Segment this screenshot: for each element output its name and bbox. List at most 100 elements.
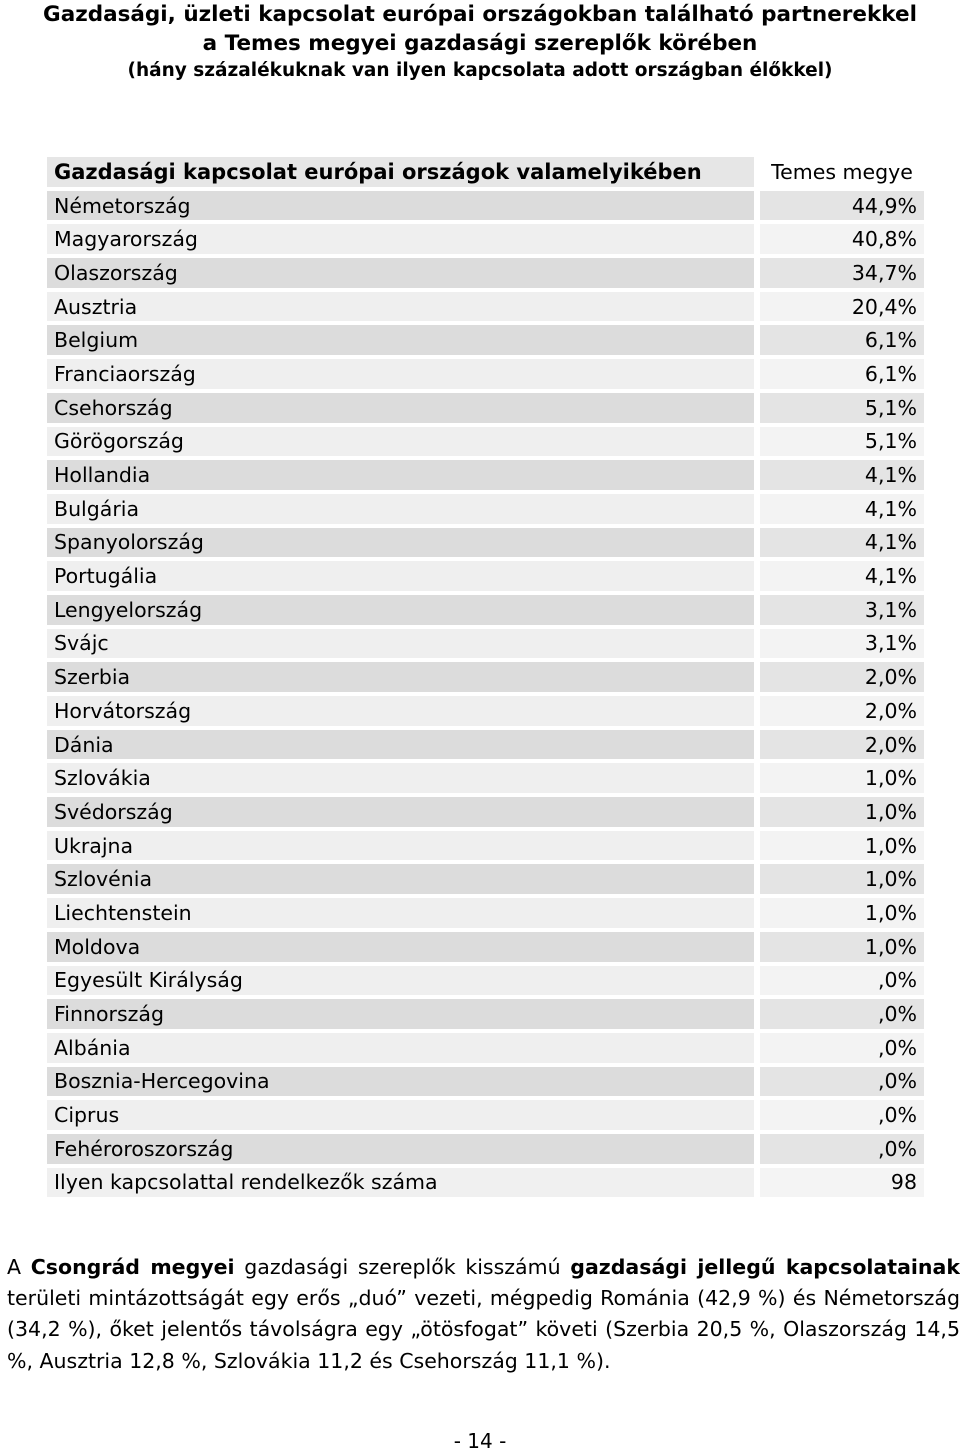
country-percentage: 6,1% — [754, 325, 924, 356]
country-name: Szlovákia — [47, 763, 754, 794]
country-name: Dánia — [47, 729, 754, 760]
table-row: Hollandia 4,1% — [47, 460, 924, 490]
paragraph-text-2: gazdasági szereplők kisszámú — [234, 1255, 571, 1279]
country-percentage: 4,1% — [754, 561, 924, 591]
table-row: Ciprus ,0% — [47, 1100, 924, 1130]
country-percentage: 3,1% — [754, 594, 924, 625]
country-name: Lengyelország — [47, 594, 754, 625]
country-percentage: 2,0% — [754, 662, 924, 692]
table-row: Olaszország 34,7% — [47, 258, 924, 288]
country-percentage: 1,0% — [754, 864, 924, 895]
country-percentage: 40,8% — [754, 224, 924, 255]
country-name: Görögország — [47, 426, 754, 457]
page-subtitle: (hány százalékuknak van ilyen kapcsolata… — [127, 60, 833, 81]
table-row: Horvátország 2,0% — [47, 696, 924, 726]
table-row: Portugália 4,1% — [47, 561, 924, 591]
paragraph-bold-1: Csongrád megyei — [30, 1255, 235, 1279]
table-row: Szerbia 2,0% — [47, 662, 924, 692]
country-name: Olaszország — [47, 258, 754, 288]
table-row: Dánia 2,0% — [47, 729, 924, 760]
country-percentage: 34,7% — [754, 258, 924, 288]
country-name: Szlovénia — [47, 864, 754, 895]
country-percentage: 4,1% — [754, 493, 924, 524]
table-row: Szlovénia 1,0% — [47, 864, 924, 895]
country-table: Gazdasági kapcsolat európai országok val… — [47, 153, 924, 1201]
table-row: Szlovákia 1,0% — [47, 763, 924, 794]
country-percentage: 1,0% — [754, 898, 924, 928]
page-title-line-2: a Temes megyei gazdasági szereplők köréb… — [202, 31, 758, 56]
table-total-row: Ilyen kapcsolattal rendelkezők száma 98 — [47, 1167, 924, 1198]
country-percentage: ,0% — [754, 1032, 924, 1063]
country-name: Ukrajna — [47, 830, 754, 861]
page-number: - 14 - — [453, 1429, 507, 1453]
country-name: Ausztria — [47, 291, 754, 322]
table-header-label: Gazdasági kapcsolat európai országok val… — [47, 157, 754, 187]
country-name: Svájc — [47, 628, 754, 659]
table-row: Fehéroroszország ,0% — [47, 1133, 924, 1164]
country-name: Albánia — [47, 1032, 754, 1063]
country-percentage: 2,0% — [754, 729, 924, 760]
table-row: Bosznia-Hercegovina ,0% — [47, 1066, 924, 1097]
table-row: Németország 44,9% — [47, 190, 924, 221]
table-row: Franciaország 6,1% — [47, 359, 924, 389]
country-name: Fehéroroszország — [47, 1133, 754, 1164]
country-name: Belgium — [47, 325, 754, 356]
table-row: Magyarország 40,8% — [47, 224, 924, 255]
country-percentage: 20,4% — [754, 291, 924, 322]
table-row: Ausztria 20,4% — [47, 291, 924, 322]
country-percentage: 1,0% — [754, 931, 924, 962]
country-name: Bulgária — [47, 493, 754, 524]
country-name: Csehország — [47, 392, 754, 423]
table-row: Ukrajna 1,0% — [47, 830, 924, 861]
table-row: Albánia ,0% — [47, 1032, 924, 1063]
country-percentage: 1,0% — [754, 797, 924, 827]
country-name: Finnország — [47, 999, 754, 1029]
country-percentage: 2,0% — [754, 696, 924, 726]
table-row: Finnország ,0% — [47, 999, 924, 1029]
body-paragraph: A Csongrád megyei gazdasági szereplők ki… — [7, 1252, 960, 1377]
table-row: Spanyolország 4,1% — [47, 527, 924, 558]
country-name: Spanyolország — [47, 527, 754, 558]
country-percentage: 4,1% — [754, 460, 924, 490]
country-name: Moldova — [47, 931, 754, 962]
country-name: Portugália — [47, 561, 754, 591]
table-header-column: Temes megye — [754, 157, 924, 187]
country-percentage: 1,0% — [754, 763, 924, 794]
country-name: Horvátország — [47, 696, 754, 726]
table-row: Moldova 1,0% — [47, 931, 924, 962]
total-label: Ilyen kapcsolattal rendelkezők száma — [47, 1167, 754, 1198]
table-row: Bulgária 4,1% — [47, 493, 924, 524]
country-percentage: 44,9% — [754, 190, 924, 221]
country-name: Egyesült Királyság — [47, 965, 754, 996]
country-percentage: ,0% — [754, 965, 924, 996]
table-header-row: Gazdasági kapcsolat európai országok val… — [47, 157, 924, 187]
country-percentage: 1,0% — [754, 830, 924, 861]
country-percentage: ,0% — [754, 999, 924, 1029]
table-row: Egyesült Királyság ,0% — [47, 965, 924, 996]
total-value: 98 — [754, 1167, 924, 1198]
country-name: Szerbia — [47, 662, 754, 692]
paragraph-text-1: A — [7, 1255, 31, 1279]
country-percentage: 5,1% — [754, 426, 924, 457]
country-name: Hollandia — [47, 460, 754, 490]
country-percentage: ,0% — [754, 1066, 924, 1097]
country-name: Németország — [47, 190, 754, 221]
country-percentage: 5,1% — [754, 392, 924, 423]
table-row: Görögország 5,1% — [47, 426, 924, 457]
table-row: Lengyelország 3,1% — [47, 594, 924, 625]
country-percentage: 6,1% — [754, 359, 924, 389]
paragraph-bold-2: gazdasági jellegű kapcsolatainak — [570, 1255, 960, 1279]
country-percentage: ,0% — [754, 1100, 924, 1130]
paragraph-text-3: területi mintázottságát egy erős „duó” v… — [7, 1286, 960, 1373]
table-row: Svájc 3,1% — [47, 628, 924, 659]
country-name: Franciaország — [47, 359, 754, 389]
country-percentage: 4,1% — [754, 527, 924, 558]
page-title-line-1: Gazdasági, üzleti kapcsolat európai orsz… — [43, 2, 917, 27]
country-name: Svédország — [47, 797, 754, 827]
country-percentage: 3,1% — [754, 628, 924, 659]
table-row: Svédország 1,0% — [47, 797, 924, 827]
table-row: Belgium 6,1% — [47, 325, 924, 356]
page-title-block: Gazdasági, üzleti kapcsolat európai orsz… — [0, 0, 960, 84]
country-percentage: ,0% — [754, 1133, 924, 1164]
table-row: Csehország 5,1% — [47, 392, 924, 423]
